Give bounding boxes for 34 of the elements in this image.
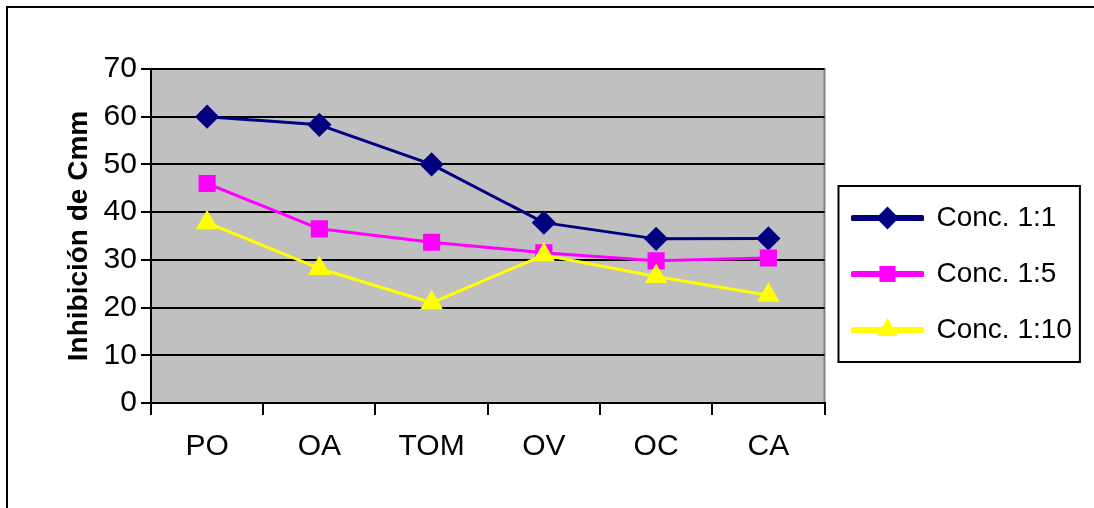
legend-label: Conc. 1:10 — [936, 312, 1072, 344]
point — [532, 211, 556, 235]
legend-label: Conc. 1:5 — [936, 256, 1057, 288]
point — [195, 105, 219, 129]
y-axis-title: Inhibición de Cmm — [61, 110, 93, 362]
point — [421, 291, 442, 310]
y-tick-label: 60 — [103, 97, 137, 131]
x-tick-label: OC — [633, 428, 679, 462]
y-tick-label: 0 — [120, 384, 137, 418]
point — [645, 265, 667, 284]
y-tick-label: 50 — [103, 145, 137, 179]
point — [423, 233, 441, 251]
x-tick-label: OA — [297, 428, 342, 462]
x-tick-label: CA — [747, 428, 790, 462]
point — [759, 249, 777, 267]
point — [758, 283, 779, 302]
point — [644, 227, 668, 251]
point — [310, 220, 328, 238]
point — [307, 113, 331, 137]
legend-label: Conc. 1:1 — [936, 200, 1057, 232]
x-tick-label: PO — [185, 428, 229, 462]
point — [196, 211, 218, 230]
point — [198, 174, 216, 193]
y-tick-label: 20 — [103, 288, 137, 322]
x-tick-label: OV — [522, 428, 566, 462]
point — [647, 252, 665, 270]
y-tick-label: 30 — [103, 241, 137, 275]
y-tick-label: 10 — [103, 336, 137, 370]
x-tick-label: TOM — [398, 428, 465, 462]
point — [420, 152, 444, 176]
point — [756, 226, 780, 250]
y-tick-label: 70 — [103, 50, 137, 84]
y-tick-label: 40 — [103, 193, 137, 227]
point — [309, 256, 330, 275]
